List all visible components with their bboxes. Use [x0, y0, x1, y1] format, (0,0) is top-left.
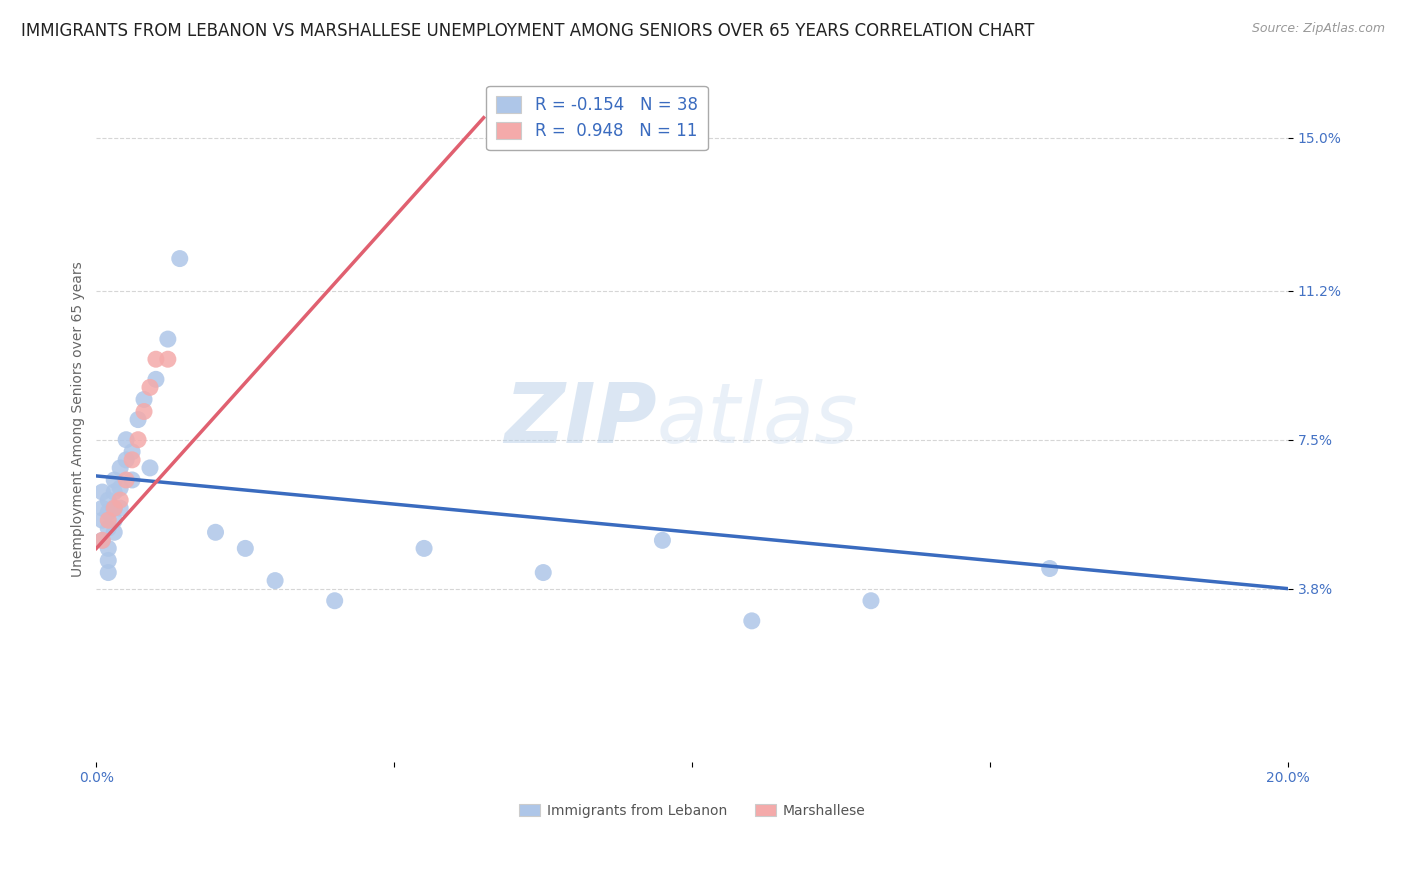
Point: [97, 541, 120, 556]
Point: [103, 501, 125, 516]
Point: [859, 593, 882, 607]
Point: [145, 372, 167, 386]
Point: [169, 252, 191, 266]
Text: ZIP: ZIP: [503, 379, 657, 460]
Point: [97, 513, 120, 527]
Point: [97, 505, 120, 519]
Point: [103, 485, 125, 500]
Point: [264, 574, 287, 588]
Point: [233, 541, 256, 556]
Text: atlas: atlas: [657, 379, 858, 460]
Point: [115, 473, 138, 487]
Point: [156, 332, 179, 346]
Point: [1039, 561, 1062, 575]
Legend: Immigrants from Lebanon, Marshallese: Immigrants from Lebanon, Marshallese: [513, 798, 870, 823]
Point: [97, 493, 120, 508]
Point: [108, 461, 131, 475]
Point: [91, 533, 114, 548]
Point: [651, 533, 673, 548]
Point: [127, 433, 149, 447]
Y-axis label: Unemployment Among Seniors over 65 years: Unemployment Among Seniors over 65 years: [72, 261, 86, 577]
Point: [103, 473, 125, 487]
Point: [121, 444, 143, 458]
Point: [97, 566, 120, 580]
Point: [91, 501, 114, 516]
Point: [413, 541, 436, 556]
Point: [91, 485, 114, 500]
Point: [139, 461, 162, 475]
Point: [103, 501, 125, 516]
Point: [97, 521, 120, 535]
Point: [103, 525, 125, 540]
Point: [132, 392, 155, 407]
Point: [127, 412, 149, 426]
Point: [115, 433, 138, 447]
Point: [156, 352, 179, 367]
Point: [132, 404, 155, 418]
Point: [145, 352, 167, 367]
Point: [323, 593, 346, 607]
Point: [741, 614, 763, 628]
Point: [91, 513, 114, 527]
Point: [108, 493, 131, 508]
Point: [115, 453, 138, 467]
Point: [108, 481, 131, 495]
Point: [108, 501, 131, 516]
Point: [139, 380, 162, 394]
Point: [204, 525, 226, 540]
Point: [121, 453, 143, 467]
Point: [121, 473, 143, 487]
Text: IMMIGRANTS FROM LEBANON VS MARSHALLESE UNEMPLOYMENT AMONG SENIORS OVER 65 YEARS : IMMIGRANTS FROM LEBANON VS MARSHALLESE U…: [21, 22, 1035, 40]
Point: [97, 553, 120, 567]
Point: [91, 533, 114, 548]
Text: Source: ZipAtlas.com: Source: ZipAtlas.com: [1251, 22, 1385, 36]
Point: [103, 513, 125, 527]
Point: [531, 566, 554, 580]
